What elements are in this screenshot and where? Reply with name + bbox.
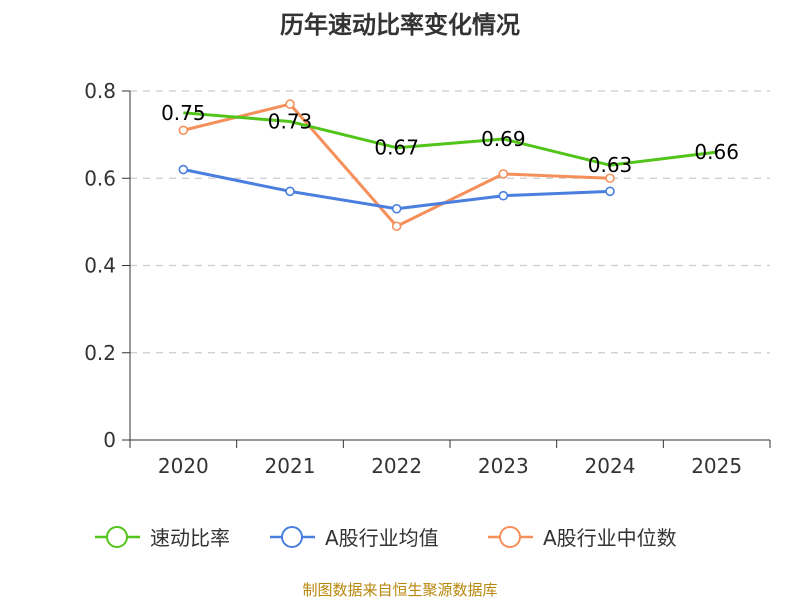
y-tick-label: 0.6 — [84, 166, 116, 190]
data-point-2 — [391, 221, 402, 232]
data-label: 0.75 — [161, 101, 206, 125]
x-tick-label: 2020 — [158, 454, 209, 478]
axes: 0 0.2 0.4 0.6 0.8 2020 2021 2022 2023 2024 2025 — [84, 79, 771, 478]
legend: 速动比率 A股行业均值 A股行业中位数 — [95, 526, 677, 550]
legend-marker-2 — [499, 526, 521, 548]
data-label: 0.63 — [588, 153, 633, 177]
series-line-0 — [183, 111, 717, 167]
legend-label-0: 速动比率 — [150, 526, 230, 550]
data-point-1 — [391, 203, 402, 214]
legend-label-1: A股行业均值 — [325, 526, 439, 550]
x-tick-label: 2021 — [265, 454, 316, 478]
y-tick-label: 0 — [103, 428, 116, 452]
data-point-2 — [605, 173, 615, 184]
x-tick-label: 2023 — [478, 454, 529, 478]
legend-marker-0 — [106, 526, 128, 548]
data-point-1 — [498, 190, 509, 201]
data-point-2 — [285, 99, 295, 109]
data-point-2 — [178, 125, 189, 136]
data-label: 0.66 — [694, 140, 739, 164]
data-point-1 — [178, 164, 189, 175]
data-point-2 — [498, 169, 509, 179]
y-tick-label: 0.4 — [84, 254, 116, 278]
y-tick-label: 0.2 — [84, 341, 116, 365]
data-label: 0.73 — [268, 110, 313, 134]
legend-label-2: A股行业中位数 — [543, 526, 677, 550]
series-lines — [178, 99, 717, 232]
y-tick-label: 0.8 — [84, 79, 116, 103]
data-label: 0.69 — [481, 127, 526, 151]
data-labels: 0.75 0.73 0.67 0.69 0.63 0.66 — [161, 101, 739, 177]
x-tick-label: 2022 — [371, 454, 422, 478]
source-note: 制图数据来自恒生聚源数据库 — [302, 581, 497, 599]
data-point-1 — [605, 186, 615, 197]
data-label: 0.67 — [374, 136, 419, 160]
chart-title: 历年速动比率变化情况 — [280, 11, 520, 39]
data-point-1 — [285, 186, 295, 197]
x-tick-label: 2025 — [691, 454, 742, 478]
legend-marker-1 — [281, 526, 303, 548]
x-tick-label: 2024 — [585, 454, 636, 478]
grid-lines — [130, 90, 770, 354]
